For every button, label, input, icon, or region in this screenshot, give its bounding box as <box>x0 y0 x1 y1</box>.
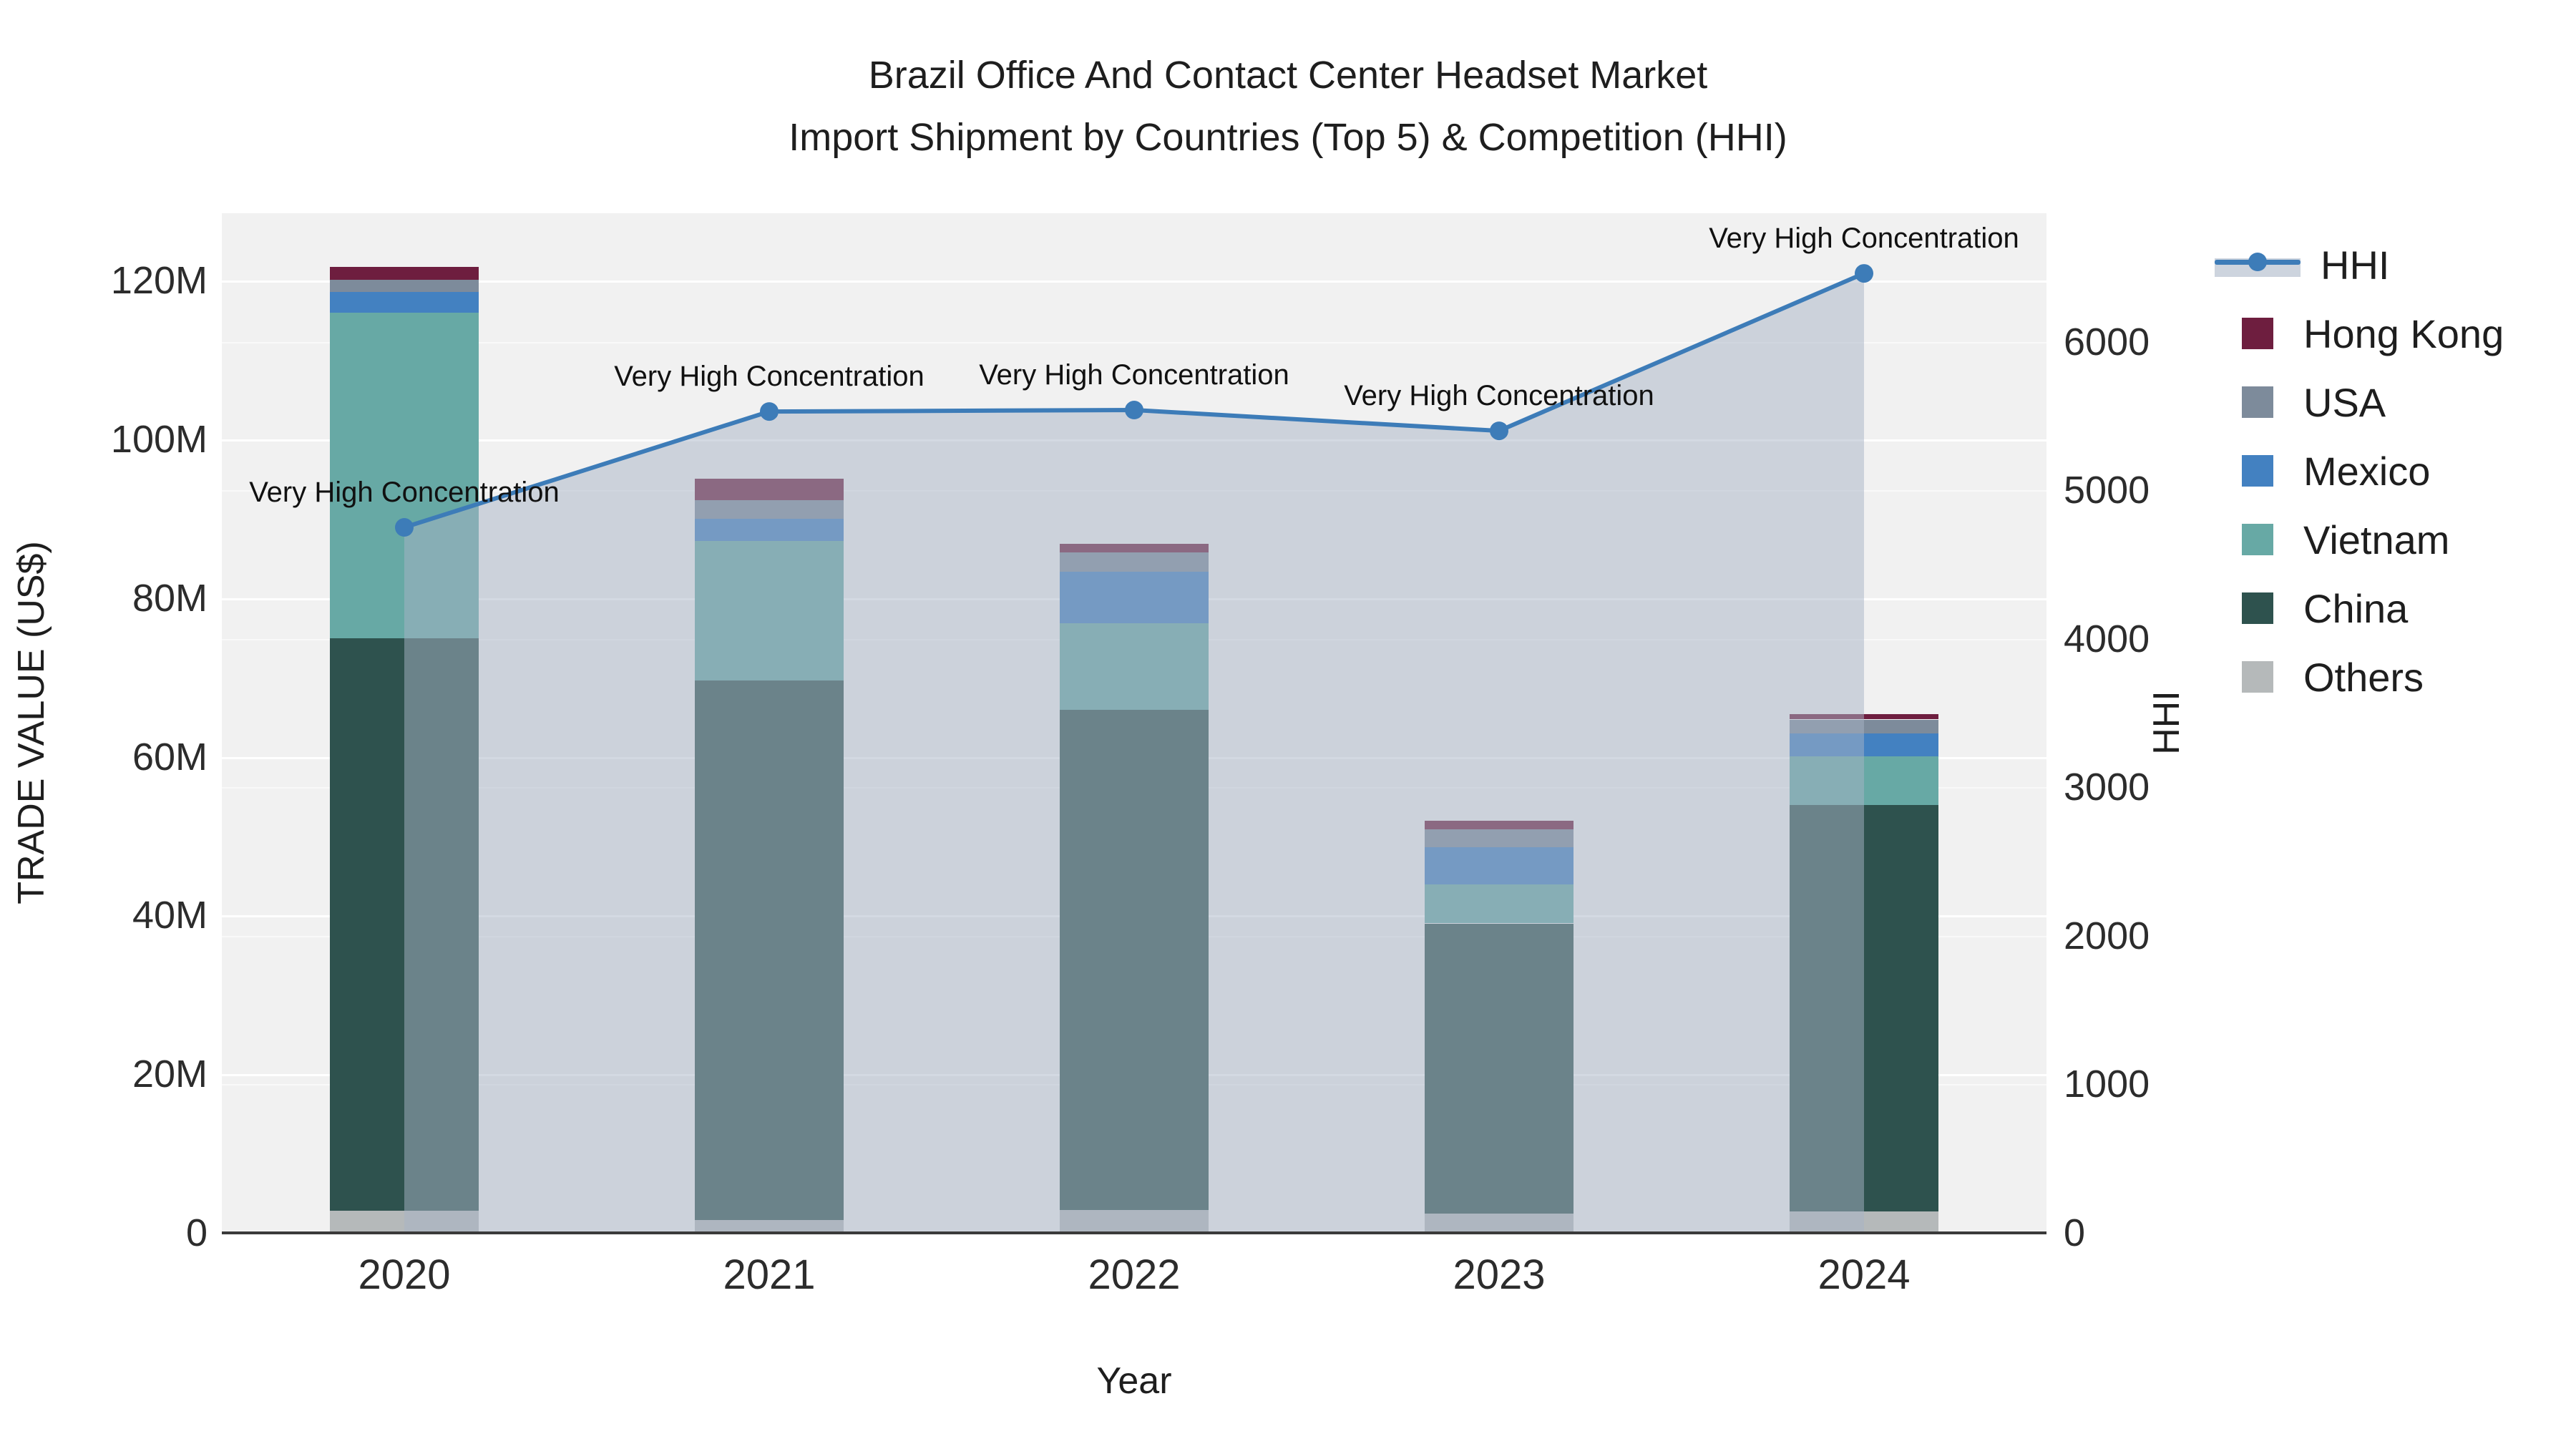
y-right-tick-label: 6000 <box>2064 320 2150 364</box>
y-right-tick-label: 1000 <box>2064 1063 2150 1106</box>
x-tick-label-2023: 2023 <box>1453 1252 1546 1298</box>
bar-segment-mexico[interactable] <box>330 291 479 313</box>
gridline-left-axis <box>222 280 2046 283</box>
y-left-tick-label: 120M <box>110 259 208 303</box>
y-right-tick-label: 0 <box>2064 1211 2086 1254</box>
legend-label: Hong Kong <box>2303 311 2504 356</box>
chart-title: Brazil Office And Contact Center Headset… <box>0 44 2576 170</box>
chart-title-line1: Brazil Office And Contact Center Headset… <box>868 54 1708 97</box>
x-tick-label-2022: 2022 <box>1088 1252 1181 1298</box>
x-axis-line <box>222 1231 2046 1234</box>
gridline-right-axis <box>222 341 2046 343</box>
legend-label: Mexico <box>2303 448 2431 494</box>
y-left-tick-label: 20M <box>132 1053 208 1096</box>
legend-label: Others <box>2303 654 2424 700</box>
hhi-line-swatch-icon <box>2215 253 2301 277</box>
hhi-area-fill <box>404 273 1864 1233</box>
legend-item-usa[interactable]: USA <box>2215 368 2504 436</box>
legend-swatch-mexico <box>2242 455 2273 487</box>
legend-swatch-vietnam <box>2242 524 2273 555</box>
x-tick-label-2024: 2024 <box>1818 1252 1911 1298</box>
annotation-very-high-concentration: Very High Concentration <box>249 477 560 509</box>
legend-item-vietnam[interactable]: Vietnam <box>2215 505 2504 574</box>
legend-swatch-others <box>2242 661 2273 693</box>
y-left-tick-label: 60M <box>132 735 208 779</box>
legend-swatch-china <box>2242 592 2273 624</box>
y-right-tick-label: 4000 <box>2064 617 2150 660</box>
y-left-tick-label: 100M <box>110 418 208 462</box>
y-right-tick-label: 5000 <box>2064 469 2150 512</box>
hhi-marker[interactable] <box>1125 401 1143 420</box>
bar-segment-usa[interactable] <box>330 280 479 292</box>
legend-swatch-hong-kong <box>2242 318 2273 349</box>
y-right-axis-title: HHI <box>2146 691 2187 755</box>
hhi-marker[interactable] <box>1855 264 1873 283</box>
x-tick-label-2021: 2021 <box>723 1252 816 1298</box>
annotation-very-high-concentration: Very High Concentration <box>979 359 1289 391</box>
y-left-tick-label: 40M <box>132 894 208 937</box>
hhi-overlay <box>395 264 1873 1233</box>
y-left-tick-label: 0 <box>185 1211 208 1254</box>
y-right-tick-label: 2000 <box>2064 914 2150 957</box>
legend-label: HHI <box>2321 242 2390 288</box>
legend-item-others[interactable]: Others <box>2215 643 2504 711</box>
legend-item-hong-kong[interactable]: Hong Kong <box>2215 299 2504 368</box>
legend-swatch-usa <box>2242 386 2273 418</box>
hhi-marker-swatch <box>2248 253 2267 271</box>
legend: HHI Hong Kong USA Mexico Vietnam China Others <box>2215 230 2504 711</box>
legend-label: Vietnam <box>2303 517 2450 562</box>
legend-label: China <box>2303 585 2409 631</box>
bar-segment-hong-kong[interactable] <box>330 267 479 280</box>
y-left-tick-label: 80M <box>132 576 208 620</box>
annotation-very-high-concentration: Very High Concentration <box>614 361 924 393</box>
hhi-marker[interactable] <box>395 518 414 537</box>
legend-item-hhi[interactable]: HHI <box>2215 230 2504 299</box>
chart-title-line2: Import Shipment by Countries (Top 5) & C… <box>789 116 1787 160</box>
x-axis-title: Year <box>1096 1360 1172 1402</box>
hhi-marker[interactable] <box>760 402 779 421</box>
y-right-tick-label: 3000 <box>2064 766 2150 809</box>
hhi-marker[interactable] <box>1490 421 1508 441</box>
annotation-very-high-concentration: Very High Concentration <box>1344 380 1654 412</box>
annotation-very-high-concentration: Very High Concentration <box>1709 223 2019 255</box>
legend-item-china[interactable]: China <box>2215 574 2504 643</box>
legend-item-mexico[interactable]: Mexico <box>2215 436 2504 505</box>
legend-label: USA <box>2303 379 2386 425</box>
x-tick-label-2020: 2020 <box>358 1252 451 1298</box>
